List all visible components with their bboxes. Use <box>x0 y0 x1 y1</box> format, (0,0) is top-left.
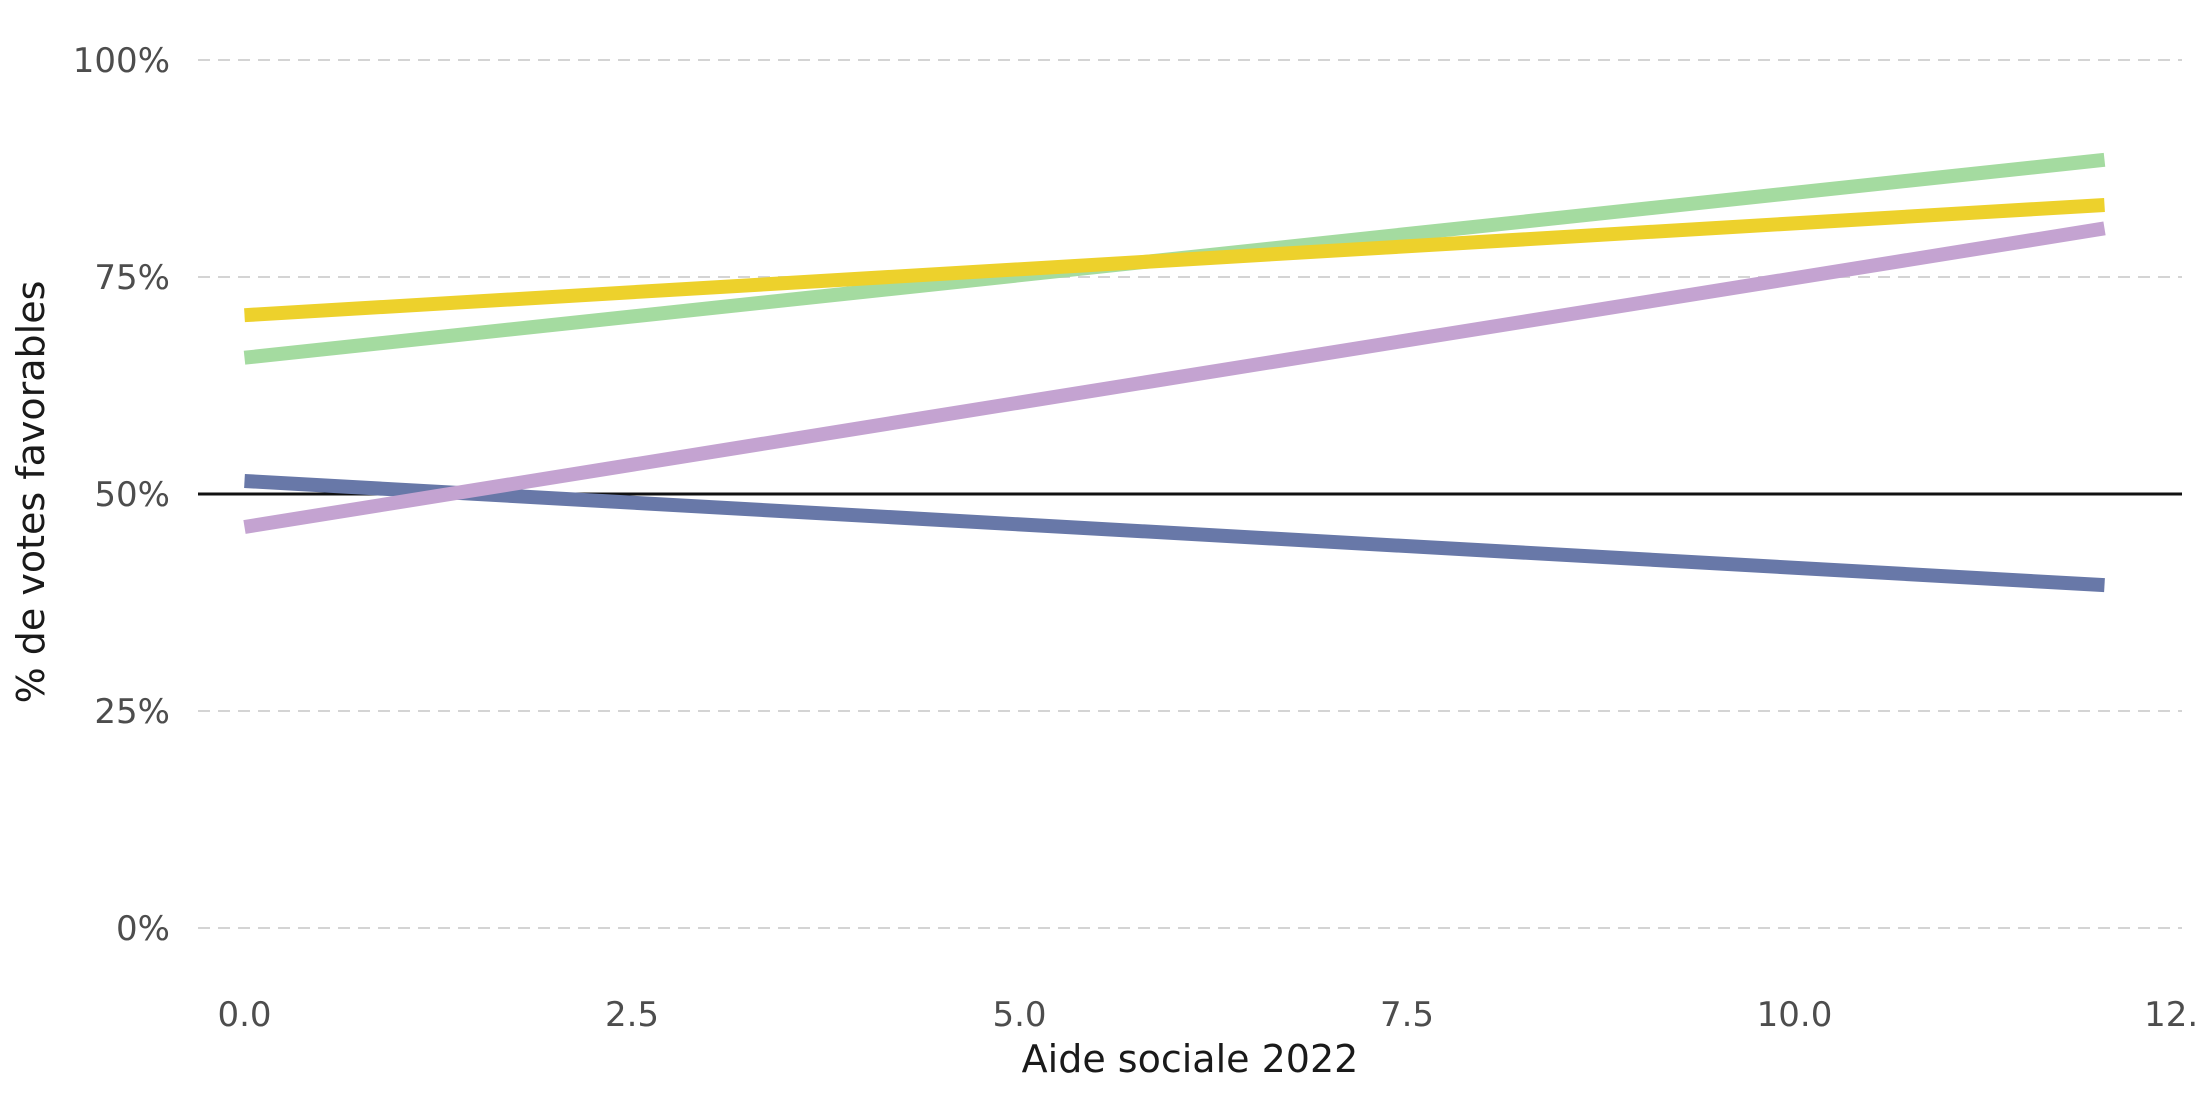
x-tick-label: 0.0 <box>217 995 271 1035</box>
x-axis-title: Aide sociale 2022 <box>1022 1037 1359 1081</box>
y-axis-title: % de votes favorables <box>9 281 53 704</box>
x-axis-ticks: 0.0 2.5 5.0 7.5 10.0 12.5 <box>217 995 2200 1035</box>
x-tick-label: 12.5 <box>2144 995 2200 1035</box>
series-layer <box>243 152 2106 593</box>
y-tick-label: 50% <box>94 475 170 515</box>
x-tick-label: 7.5 <box>1380 995 1434 1035</box>
y-tick-label: 0% <box>116 909 170 949</box>
series-line-4 <box>244 197 2105 323</box>
y-axis-ticks: 0% 25% 50% 75% 100% <box>73 41 170 949</box>
series-line-1 <box>244 473 2105 593</box>
y-tick-label: 75% <box>94 258 170 298</box>
x-tick-label: 2.5 <box>605 995 659 1035</box>
y-tick-label: 25% <box>94 692 170 732</box>
x-tick-label: 5.0 <box>992 995 1046 1035</box>
y-tick-label: 100% <box>73 41 170 81</box>
series-line-2 <box>243 221 2106 534</box>
x-tick-label: 10.0 <box>1757 995 1833 1035</box>
